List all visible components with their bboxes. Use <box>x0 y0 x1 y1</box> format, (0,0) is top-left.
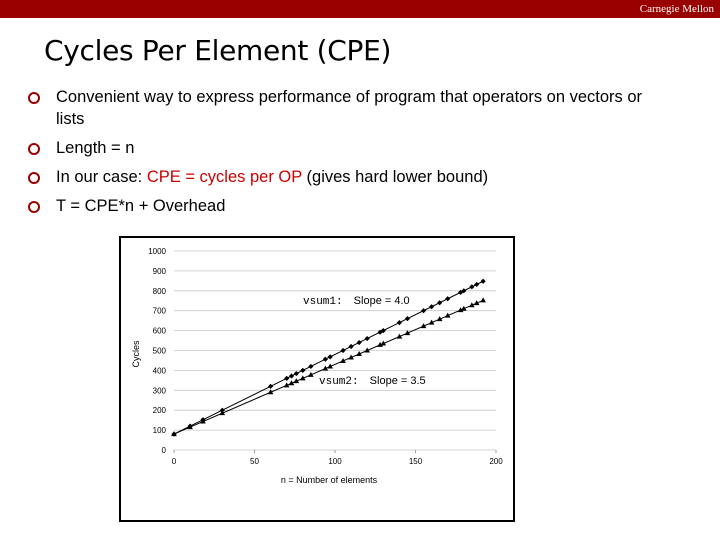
bullet-highlight: CPE = cycles per OP <box>146 168 302 186</box>
data-point-vsum1 <box>474 281 480 288</box>
data-point-vsum2 <box>308 371 314 377</box>
x-tick-label: 200 <box>489 457 503 466</box>
y-tick-label: 500 <box>153 347 167 356</box>
bullet-icon <box>28 172 40 184</box>
data-point-vsum1 <box>480 278 486 284</box>
data-point-vsum1 <box>300 367 306 373</box>
data-point-vsum2 <box>356 350 362 356</box>
bullet-icon <box>28 92 40 104</box>
annotation-vsum2: vsum2: Slope = 3.5 <box>319 375 426 388</box>
bullet-item: Length = n <box>28 137 668 159</box>
bullet-text-suffix: (gives hard lower bound) <box>301 168 489 186</box>
data-point-vsum1 <box>364 335 370 342</box>
data-point-vsum1 <box>457 289 464 295</box>
data-point-vsum1 <box>356 339 362 346</box>
chart-frame: 0 100 200 300 400 500 600 700 800 900 1000 0 50 100 1… <box>119 236 515 522</box>
data-point-vsum1 <box>469 284 475 290</box>
data-point-vsum1 <box>420 308 427 314</box>
data-point-vsum1 <box>284 375 290 381</box>
data-point-vsum2 <box>377 341 383 347</box>
bullet-text: T = CPE*n + Overhead <box>56 197 226 215</box>
x-axis-label: n = Number of elements <box>281 475 378 485</box>
data-point-vsum2 <box>219 410 226 416</box>
data-point-vsum2 <box>322 365 329 371</box>
header-bar: Carnegie Mellon <box>0 0 720 18</box>
data-point-vsum1 <box>268 383 274 389</box>
data-point-vsum1 <box>308 363 314 370</box>
y-tick-label: 0 <box>162 446 167 455</box>
data-point-vsum2 <box>288 380 295 386</box>
y-axis-label: Cycles <box>131 340 141 368</box>
data-point-vsum2 <box>327 363 333 369</box>
brand-label: Carnegie Mellon <box>639 3 714 15</box>
y-tick-label: 900 <box>153 267 167 276</box>
y-tick-label: 100 <box>153 426 167 435</box>
data-point-vsum2 <box>348 354 354 360</box>
slide-title: Cycles Per Element (CPE) <box>44 34 392 67</box>
data-point-vsum1 <box>396 320 402 326</box>
data-point-vsum1 <box>327 354 333 360</box>
bullet-text: Convenient way to express performance of… <box>56 88 643 128</box>
data-point-vsum1 <box>437 300 443 306</box>
y-tick-labels: 0 100 200 300 400 500 600 700 800 900 1000 <box>148 247 166 455</box>
annotation-text: Slope = 3.5 <box>370 375 426 387</box>
cpe-chart: 0 100 200 300 400 500 600 700 800 900 1000 0 50 100 1… <box>131 247 503 485</box>
data-point-vsum1 <box>288 373 295 379</box>
x-tick-label: 50 <box>250 457 259 466</box>
y-tick-label: 1000 <box>148 247 166 256</box>
y-tick-label: 400 <box>153 366 167 375</box>
chart-grid <box>173 250 497 453</box>
data-point-vsum2 <box>404 330 411 336</box>
data-point-vsum2 <box>436 316 443 322</box>
data-point-vsum2 <box>480 297 486 303</box>
data-point-vsum1 <box>348 343 354 350</box>
y-tick-label: 200 <box>153 406 167 415</box>
data-point-vsum2 <box>187 424 193 430</box>
data-point-vsum2 <box>380 340 387 346</box>
data-point-vsum2 <box>473 300 480 306</box>
y-tick-label: 800 <box>153 287 167 296</box>
data-point-vsum1 <box>322 356 328 362</box>
data-point-vsum2 <box>428 319 435 325</box>
bullet-item: In our case: CPE = cycles per OP (gives … <box>28 166 668 188</box>
data-point-vsum1 <box>445 296 451 302</box>
annotation-text: Slope = 4.0 <box>354 295 410 307</box>
bullet-icon <box>28 143 40 155</box>
bullet-item: Convenient way to express performance of… <box>28 86 668 130</box>
y-tick-label: 600 <box>153 327 167 336</box>
y-tick-label: 300 <box>153 386 167 395</box>
bullet-icon <box>28 201 40 213</box>
x-tick-label: 150 <box>409 457 423 466</box>
data-point-vsum2 <box>171 431 177 437</box>
data-point-vsum2 <box>283 382 290 388</box>
annotation-vsum1: vsum1: Slope = 4.0 <box>303 295 410 308</box>
data-point-vsum2 <box>293 378 300 384</box>
bullet-text-prefix: In our case: <box>56 168 147 186</box>
data-point-vsum2 <box>444 312 451 318</box>
bullet-item: T = CPE*n + Overhead <box>28 195 668 217</box>
data-point-vsum2 <box>396 333 403 339</box>
data-point-vsum1 <box>340 347 346 354</box>
data-point-vsum2 <box>461 305 467 311</box>
x-tick-label: 0 <box>172 457 177 466</box>
data-point-vsum2 <box>200 418 206 424</box>
data-point-vsum2 <box>364 347 370 353</box>
x-tick-label: 100 <box>328 457 342 466</box>
data-point-vsum2 <box>469 302 475 308</box>
data-point-vsum2 <box>457 307 464 313</box>
data-point-vsum1 <box>404 316 411 322</box>
data-point-vsum1 <box>429 304 435 310</box>
data-point-vsum2 <box>340 357 346 363</box>
annotation-code: vsum1: <box>303 296 343 308</box>
bullet-list: Convenient way to express performance of… <box>28 86 668 224</box>
y-tick-label: 700 <box>153 307 167 316</box>
x-tick-labels: 0 50 100 150 200 <box>172 457 503 466</box>
bullet-text: Length = n <box>56 139 135 157</box>
data-point-vsum2 <box>267 389 274 395</box>
data-point-vsum2 <box>300 375 306 381</box>
annotation-code: vsum2: <box>319 376 359 388</box>
data-point-vsum2 <box>420 323 427 329</box>
data-point-vsum1 <box>293 370 299 377</box>
